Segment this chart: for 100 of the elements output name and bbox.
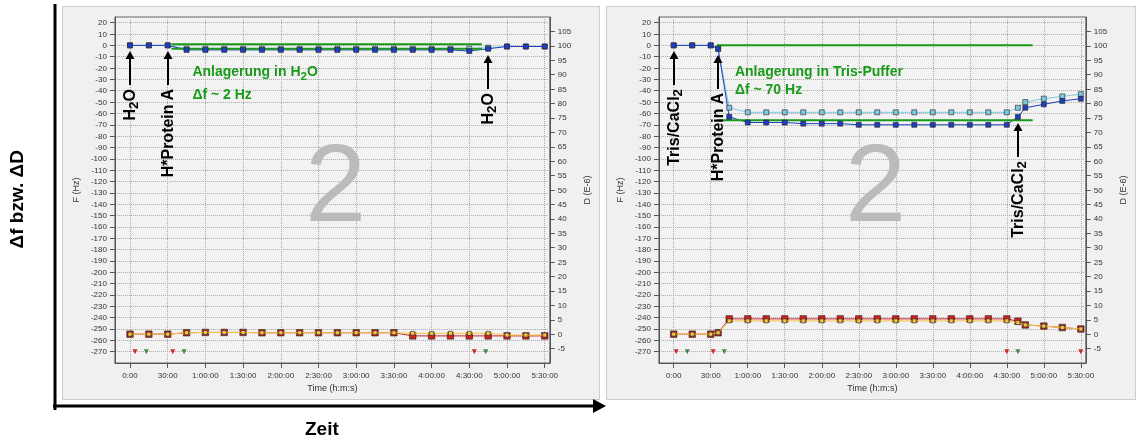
y2-tick-label: 40 — [557, 214, 568, 224]
y-tick-label: 0 — [646, 40, 652, 50]
x-tick-label: 4:30:00 — [455, 370, 484, 380]
y-tick-label: -120 — [90, 176, 108, 186]
y-tick-label: -160 — [90, 222, 108, 232]
y2-tick-label: 15 — [557, 286, 568, 296]
x-tick-label: 3:30:00 — [919, 370, 947, 380]
x-tick-label: 1:00:00 — [192, 370, 220, 380]
y-tick-label: -50 — [95, 97, 108, 107]
y-tick-label: -170 — [634, 233, 652, 243]
x-tick-label: 1:30:00 — [229, 370, 257, 380]
y2-tick-label: 45 — [1093, 199, 1104, 209]
y-tick-label: -150 — [90, 211, 108, 221]
y2-tick-label: 20 — [557, 272, 568, 281]
y-tick-label: -40 — [639, 86, 652, 96]
y-tick-label: -160 — [634, 222, 652, 232]
y2-tick-label: 30 — [557, 243, 568, 253]
x-tick-label: 30:00 — [700, 370, 722, 380]
y2-tick-label: 30 — [1093, 243, 1104, 253]
x-tick-label: 30:00 — [157, 370, 179, 380]
y-tick-label: -140 — [634, 199, 652, 209]
x-tick-label: 4:00:00 — [956, 370, 984, 380]
y-tick-label: -70 — [639, 120, 652, 130]
y-tick-label: -50 — [639, 97, 652, 107]
annotation: 2 — [300, 68, 307, 82]
y-tick-label: 10 — [98, 29, 108, 39]
text: Δf bzw. ΔD — [6, 150, 28, 249]
y2-tick-label: 95 — [1093, 55, 1104, 65]
y-tick-label: -110 — [91, 165, 108, 175]
y2-tick-label: 35 — [557, 228, 568, 238]
y2-tick-label: 20 — [1093, 272, 1104, 281]
y-tick-label: -100 — [634, 154, 652, 164]
y-tick-label: -70 — [95, 120, 108, 130]
text: Zeit — [305, 418, 339, 440]
y2-tick-label: 100 — [1093, 41, 1108, 51]
y-tick-label: -240 — [634, 313, 652, 323]
y-tick-label: -100 — [90, 154, 108, 164]
x-tick-label: 2:00:00 — [267, 370, 295, 380]
y2-tick-label: 90 — [1093, 70, 1104, 80]
y2-tick-label: 5 — [557, 315, 563, 325]
y2-tick-label: 25 — [1093, 257, 1104, 267]
y2-tick-label: -5 — [557, 344, 566, 354]
y-tick-label: -200 — [634, 267, 652, 277]
y2-tick-label: 45 — [557, 199, 568, 209]
annotation: H*Protein A — [708, 92, 728, 182]
x-tick-label: 1:00:00 — [734, 370, 762, 380]
y-tick-label: -200 — [90, 267, 108, 277]
y-tick-label: -20 — [95, 63, 108, 73]
y-tick-label: -180 — [90, 245, 108, 255]
y-tick-label: -150 — [634, 211, 652, 221]
y2-tick-label: -5 — [1093, 344, 1102, 354]
x-axis-title: Time (h:m:s) — [307, 383, 358, 394]
y-tick-label: -220 — [634, 290, 652, 300]
y2-tick-label: 105 — [557, 26, 572, 36]
y2-tick-label: 0 — [557, 329, 563, 339]
y-tick-label: 0 — [102, 40, 108, 50]
y-tick-label: -260 — [634, 335, 652, 345]
x-tick-label: 0:00 — [665, 370, 683, 380]
y-tick-label: -30 — [639, 74, 652, 84]
y2-tick-label: 80 — [557, 99, 568, 108]
y-tick-label: 20 — [98, 18, 108, 28]
y-tick-label: -90 — [639, 142, 652, 152]
y-tick-label: 20 — [642, 18, 652, 28]
y-tick-label: -240 — [90, 313, 108, 323]
y2-tick-label: 10 — [557, 300, 568, 310]
y-tick-label: -270 — [90, 347, 108, 357]
y-axis-title: F (Hz) — [70, 177, 81, 203]
y2-tick-label: 70 — [1093, 127, 1104, 137]
y-tick-label: -110 — [635, 165, 652, 175]
y2-tick-label: 60 — [557, 156, 568, 166]
x-tick-label: 2:00:00 — [808, 370, 836, 380]
y-tick-label: -210 — [634, 279, 652, 289]
y-tick-label: -80 — [95, 131, 108, 141]
y-tick-label: 10 — [642, 29, 652, 39]
x-tick-label: 5:00:00 — [1030, 370, 1058, 380]
y2-tick-label: 100 — [557, 41, 572, 51]
y-tick-label: -210 — [90, 279, 108, 289]
annotation: H*Protein A — [157, 89, 177, 178]
x-tick-label: 2:30:00 — [845, 370, 873, 380]
y2-tick-label: 55 — [557, 171, 568, 181]
y-axis-title: F (Hz) — [614, 177, 625, 203]
y-tick-label: -80 — [639, 131, 652, 141]
x-tick-label: 4:30:00 — [993, 370, 1021, 380]
y2-tick-label: 60 — [1093, 156, 1104, 166]
y2-tick-label: 50 — [557, 185, 568, 195]
y-tick-label: -60 — [639, 108, 652, 118]
y2-tick-label: 105 — [1093, 26, 1108, 36]
y-tick-label: -170 — [90, 233, 108, 243]
y2-tick-label: 65 — [557, 142, 568, 152]
y2-tick-label: 75 — [1093, 113, 1104, 123]
x-tick-label: 3:00:00 — [342, 370, 371, 380]
y-tick-label: -230 — [90, 301, 108, 311]
y2-tick-label: 55 — [1093, 171, 1104, 181]
y-tick-label: -260 — [90, 335, 108, 345]
y-tick-label: -250 — [634, 324, 652, 334]
y2-tick-label: 50 — [1093, 185, 1104, 195]
y2-axis-title: D (E-6) — [1117, 175, 1128, 205]
y2-tick-label: 15 — [1093, 286, 1104, 296]
y2-tick-label: 25 — [557, 257, 568, 267]
x-tick-label: 1:30:00 — [771, 370, 799, 380]
